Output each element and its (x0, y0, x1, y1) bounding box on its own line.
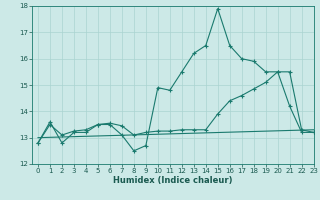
X-axis label: Humidex (Indice chaleur): Humidex (Indice chaleur) (113, 176, 233, 185)
